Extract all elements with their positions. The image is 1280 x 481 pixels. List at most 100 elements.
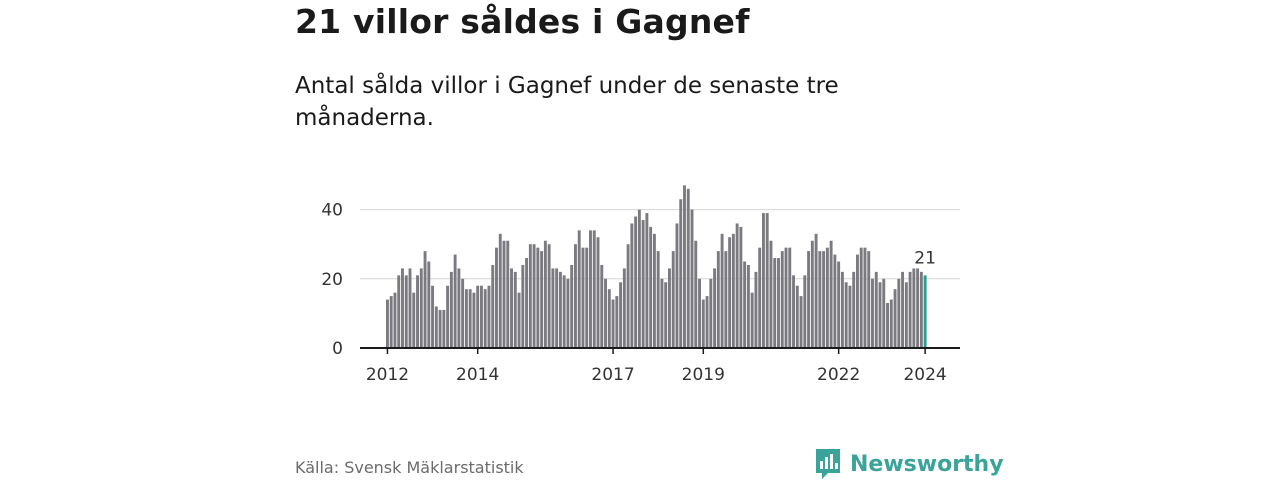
- bar: [585, 247, 589, 348]
- bar: [901, 271, 905, 348]
- bar: [701, 299, 705, 348]
- bar: [750, 292, 754, 348]
- bar: [818, 251, 822, 348]
- bar: [495, 247, 498, 348]
- bar: [408, 268, 412, 348]
- bar: [506, 240, 510, 348]
- bar: [686, 188, 690, 348]
- bar: [904, 282, 908, 348]
- bar: [837, 261, 841, 348]
- bar: [788, 247, 792, 348]
- bar: [536, 247, 540, 348]
- source-note: Källa: Svensk Mäklarstatistik: [295, 458, 524, 477]
- bar: [442, 309, 446, 348]
- bar: [551, 268, 555, 348]
- bar: [386, 299, 389, 348]
- bar: [777, 258, 780, 348]
- bar: [483, 289, 487, 348]
- bar: [517, 292, 521, 348]
- bar: [822, 251, 826, 348]
- bar: [709, 278, 713, 348]
- bar: [393, 292, 397, 348]
- bar: [389, 296, 393, 348]
- bar: [589, 230, 592, 348]
- y-tick-label: 40: [321, 201, 343, 221]
- x-tick-label: 2014: [456, 365, 499, 385]
- chart-subtitle: Antal sålda villor i Gagnef under de sen…: [295, 73, 839, 131]
- bar: [758, 247, 762, 348]
- bar: [419, 268, 423, 348]
- bar: [871, 278, 874, 348]
- bar: [619, 282, 623, 348]
- bar: [656, 251, 660, 348]
- bar: [532, 244, 536, 348]
- bar: [916, 268, 920, 348]
- bar: [521, 264, 525, 348]
- bar-chart: 0 20 40 21 2012 2014 2017 2019 2022 2024: [321, 185, 960, 385]
- bar: [773, 258, 777, 348]
- bar: [555, 268, 559, 348]
- bar: [780, 251, 784, 348]
- bar: [912, 268, 916, 348]
- bar: [814, 233, 818, 348]
- bar: [867, 251, 871, 348]
- bar: [566, 278, 570, 348]
- bar: [840, 271, 844, 348]
- bar: [596, 237, 600, 348]
- bar: [600, 264, 604, 348]
- brand-logo: Newsworthy: [814, 447, 1004, 481]
- bar: [449, 271, 453, 348]
- bar: [683, 185, 686, 348]
- bar: [690, 209, 694, 348]
- bar: [652, 233, 656, 348]
- bar: [863, 247, 867, 348]
- bar: [558, 271, 562, 348]
- bar: [829, 240, 833, 348]
- bar: [404, 275, 408, 348]
- bar: [397, 275, 401, 348]
- bar: [664, 282, 668, 348]
- bar: [498, 233, 502, 348]
- bar: [739, 226, 743, 348]
- bar: [799, 296, 803, 348]
- bar: [713, 268, 717, 348]
- bar: [637, 209, 641, 348]
- bar: [679, 199, 683, 348]
- bar: [434, 306, 438, 348]
- bar: [622, 268, 626, 348]
- bar: [878, 282, 882, 348]
- bar: [570, 264, 574, 348]
- bar: [574, 244, 577, 348]
- bar: [476, 285, 480, 348]
- bar: [468, 289, 472, 348]
- bar: [660, 278, 664, 348]
- x-tick-label: 2012: [366, 365, 409, 385]
- x-tick-label: 2024: [903, 365, 946, 385]
- bar: [438, 309, 442, 348]
- bar: [852, 271, 856, 348]
- bar: [513, 271, 517, 348]
- bar: [626, 244, 630, 348]
- bar: [833, 254, 837, 348]
- bar: [746, 264, 750, 348]
- bar: [634, 216, 638, 348]
- bar: [472, 292, 476, 348]
- bar: [412, 292, 416, 348]
- bar: [641, 219, 645, 348]
- bar: [848, 285, 852, 348]
- bar: [859, 247, 863, 348]
- bar: [784, 247, 788, 348]
- bar: [874, 271, 878, 348]
- bar: [592, 230, 596, 348]
- bar: [735, 223, 739, 348]
- bar: [645, 213, 649, 348]
- bar: [615, 296, 619, 348]
- bar: [807, 251, 811, 348]
- x-tick-label: 2019: [682, 365, 725, 385]
- bar: [577, 230, 581, 348]
- brand-name: Newsworthy: [850, 451, 1004, 477]
- bar-latest: [923, 275, 927, 348]
- latest-value-label: 21: [914, 248, 936, 268]
- bar: [487, 285, 491, 348]
- x-tick-label: 2017: [591, 365, 634, 385]
